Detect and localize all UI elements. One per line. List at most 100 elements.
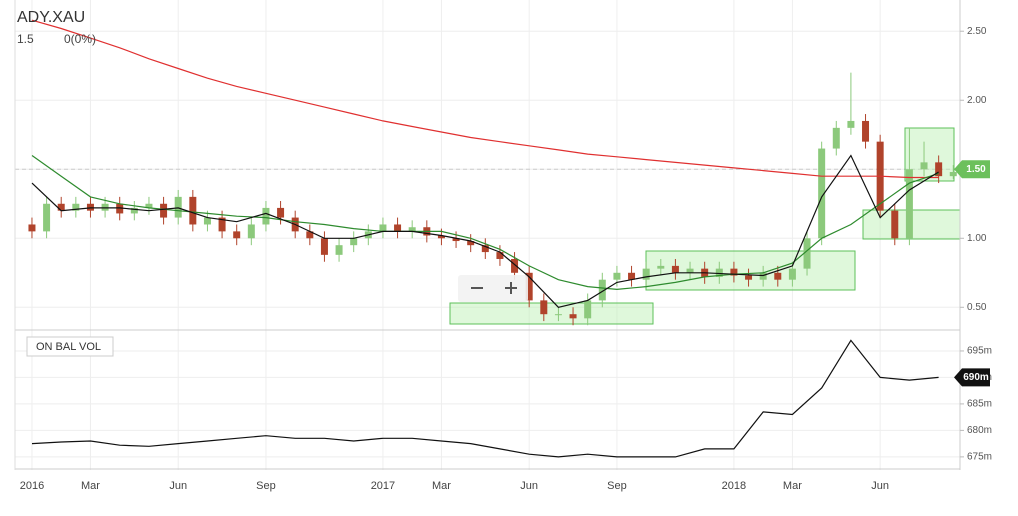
candle-body <box>788 268 796 280</box>
candle-body <box>467 241 475 246</box>
candle-body <box>350 238 358 246</box>
y-tick-label: 1.00 <box>967 233 987 244</box>
candle-body <box>262 207 270 225</box>
candle-body <box>920 162 928 170</box>
y-tick-label: 2.50 <box>967 26 987 37</box>
x-tick-label: Jun <box>169 480 187 492</box>
candle-body <box>320 238 328 255</box>
candle-body <box>247 224 255 239</box>
y-tick-label: 675m <box>967 452 992 463</box>
x-tick-label: Jun <box>520 480 538 492</box>
candle-body <box>277 207 285 218</box>
candle-body <box>554 314 562 316</box>
line <box>31 155 939 291</box>
candle-body <box>335 245 343 255</box>
candle-body <box>891 210 899 239</box>
candle-body <box>101 203 109 211</box>
y-tick-label: 685m <box>967 399 992 410</box>
price-tag-label: 1.50 <box>966 164 986 175</box>
candle-body <box>130 207 138 214</box>
candle-body <box>905 169 913 239</box>
candle-body <box>832 127 840 149</box>
candle-body <box>452 238 460 242</box>
x-tick-label: 2016 <box>20 480 44 492</box>
candle-body <box>408 227 416 232</box>
candle-body <box>540 300 548 315</box>
zoom-control <box>458 275 528 302</box>
zoom-box <box>458 275 528 302</box>
candle-body <box>28 224 36 232</box>
candle-body <box>203 217 211 225</box>
price-tag-label: 690m <box>963 372 989 383</box>
candle-body <box>715 268 723 277</box>
candle-body <box>847 120 855 128</box>
candle-body <box>730 268 738 276</box>
candle-body <box>394 224 402 232</box>
candle-body <box>233 231 241 239</box>
candle-body <box>306 231 314 239</box>
y-tick-label: 695m <box>967 346 992 357</box>
candle-body <box>949 172 957 177</box>
candle-body <box>379 224 387 232</box>
chart-title: ADY.XAU <box>17 9 85 26</box>
y-tick-label: 2.00 <box>967 95 987 106</box>
x-tick-label: Mar <box>783 480 802 492</box>
candle-body <box>598 279 606 301</box>
candle-body <box>160 203 168 218</box>
candle-body <box>803 238 811 269</box>
range-box <box>645 250 856 291</box>
candle-body <box>525 272 533 301</box>
candle-body <box>628 272 636 280</box>
change: 0(0%) <box>64 32 96 46</box>
candle-body <box>43 203 51 232</box>
candle-body <box>218 217 226 232</box>
candle-body <box>642 268 650 280</box>
candle-body <box>116 203 124 214</box>
x-tick-label: Sep <box>256 480 276 492</box>
candle-body <box>57 203 65 211</box>
candle-body <box>72 203 80 211</box>
line <box>31 339 939 458</box>
candle-body <box>657 265 665 269</box>
plot-area <box>28 19 957 458</box>
indicator-label-box <box>26 336 114 357</box>
y-tick-label: 0.50 <box>967 302 987 313</box>
indicator-label: ON BAL VOL <box>36 341 101 353</box>
grid <box>15 0 960 470</box>
candle-body <box>437 235 445 239</box>
candle-body <box>745 275 753 280</box>
x-tick-label: Mar <box>432 480 451 492</box>
range-box <box>904 127 955 182</box>
range-box <box>449 302 654 325</box>
x-tick-label: Jun <box>871 480 889 492</box>
candle-body <box>774 272 782 280</box>
x-tick-label: 2018 <box>722 480 746 492</box>
price-tag <box>954 368 990 387</box>
last-price: 1.5 <box>17 32 34 46</box>
candle-body <box>174 196 182 218</box>
candle-body <box>496 252 504 259</box>
candle-body <box>686 268 694 273</box>
y-tick-label: 680m <box>967 425 992 436</box>
candle-body <box>671 265 679 273</box>
price-tag <box>954 160 990 179</box>
candle-body <box>613 272 621 280</box>
candle-body <box>862 120 870 142</box>
candle-body <box>935 162 943 177</box>
x-tick-label: 2017 <box>371 480 395 492</box>
candle-body <box>569 314 577 319</box>
x-tick-label: Sep <box>607 480 627 492</box>
candle-body <box>584 300 592 319</box>
line <box>31 154 939 308</box>
candle-body <box>86 203 94 211</box>
candle-body <box>481 245 489 253</box>
candle-body <box>759 272 767 280</box>
candle-body <box>145 203 153 208</box>
x-tick-label: Mar <box>81 480 100 492</box>
line <box>31 19 939 179</box>
candle-body <box>511 258 519 273</box>
candle-body <box>189 196 197 225</box>
